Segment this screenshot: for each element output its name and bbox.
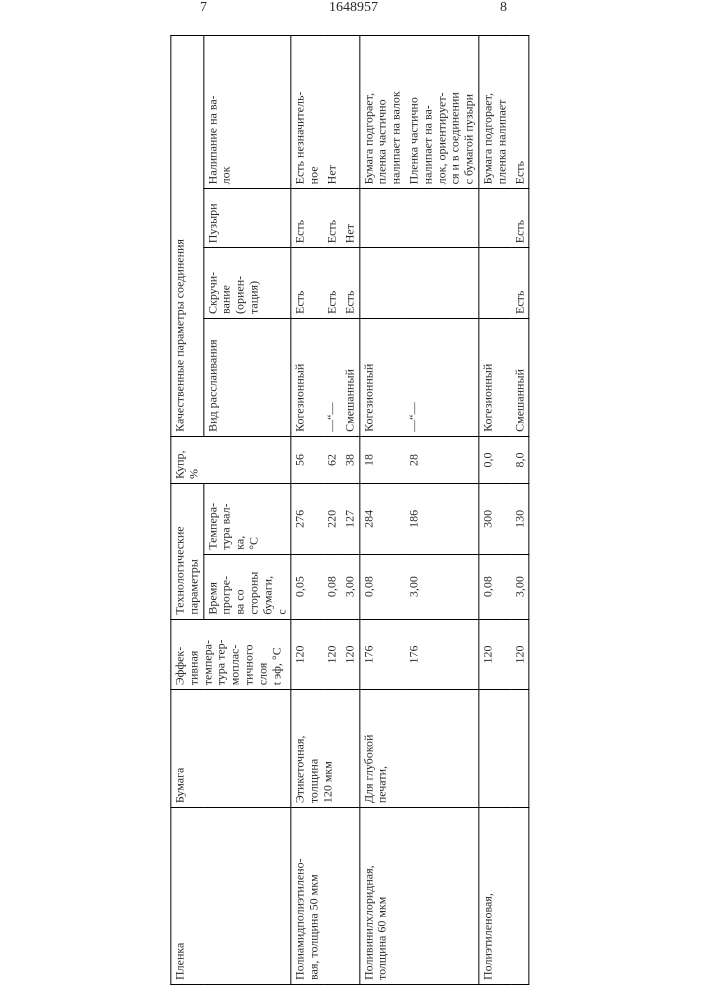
cell-film: Полиэтиленовая, xyxy=(479,808,529,985)
table-row: Полиэтиленовая,1200,083000,0КогезионныйБ… xyxy=(479,36,511,985)
col-time: Времяпрогре-ва состороныбумаги,c xyxy=(203,554,291,619)
cell-stick: Есть xyxy=(511,36,529,189)
cell-kupr: 18 xyxy=(359,436,405,483)
cell-temp-roll: 276 xyxy=(291,484,323,555)
cell-bubbles xyxy=(359,189,405,248)
cell-bubbles: Есть xyxy=(291,189,323,248)
table-row: Полиамидполиэтилено-вая, толщина 50 мкмЭ… xyxy=(291,36,323,985)
col-paper: Бумага xyxy=(171,690,291,808)
cell-time: 3,00 xyxy=(341,554,359,619)
cell-temp-roll: 130 xyxy=(511,484,529,555)
cell-bubbles: Нет xyxy=(341,189,359,248)
cell-delam: Смешанный xyxy=(341,319,359,437)
cell-stick xyxy=(341,36,359,189)
cell-film: Поливинилхлоридная,толщина 60 мкм xyxy=(359,808,478,985)
cell-delam: Когезионный xyxy=(479,319,511,437)
cell-time: 3,00 xyxy=(511,554,529,619)
cell-stick: Есть незначитель-ное xyxy=(291,36,323,189)
cell-twist: Есть xyxy=(323,248,341,319)
cell-delam: —“— xyxy=(323,319,341,437)
cell-bubbles xyxy=(405,189,478,248)
cell-delam: Когезионный xyxy=(359,319,405,437)
cell-kupr: 0,0 xyxy=(479,436,511,483)
cell-time: 3,00 xyxy=(405,554,478,619)
cell-delam: —“— xyxy=(405,319,478,437)
page-number-left: 7 xyxy=(200,0,207,16)
col-kupr: Купр,% xyxy=(171,436,291,483)
cell-eff-temp: 120 xyxy=(511,619,529,690)
cell-kupr: 38 xyxy=(341,436,359,483)
table-row: Поливинилхлоридная,толщина 60 мкмДля глу… xyxy=(359,36,405,985)
cell-temp-roll: 300 xyxy=(479,484,511,555)
cell-twist xyxy=(359,248,405,319)
cell-temp-roll: 127 xyxy=(341,484,359,555)
cell-temp-roll: 220 xyxy=(323,484,341,555)
cell-stick: Бумага подгорает,пленка частичноналипает… xyxy=(359,36,405,189)
cell-twist xyxy=(479,248,511,319)
cell-temp-roll: 284 xyxy=(359,484,405,555)
col-qual: Качественные параметры соединения xyxy=(171,36,204,437)
col-delam: Вид расслаивания xyxy=(203,319,291,437)
cell-eff-temp: 120 xyxy=(291,619,323,690)
cell-kupr: 56 xyxy=(291,436,323,483)
cell-paper: Для глубокойпечати, xyxy=(359,690,478,808)
cell-twist xyxy=(405,248,478,319)
cell-stick: Нет xyxy=(323,36,341,189)
cell-bubbles: Есть xyxy=(511,189,529,248)
page-number-right: 8 xyxy=(500,0,507,16)
cell-twist: Есть xyxy=(341,248,359,319)
cell-eff-temp: 176 xyxy=(359,619,405,690)
cell-paper xyxy=(479,690,529,808)
cell-kupr: 62 xyxy=(323,436,341,483)
col-twist: Скручи-вание(ориен-тация) xyxy=(203,248,291,319)
cell-paper: Этикеточная,толщина120 мкм xyxy=(291,690,359,808)
cell-eff-temp: 120 xyxy=(341,619,359,690)
cell-stick: Пленка частичноналипает на ва-лок, ориен… xyxy=(405,36,478,189)
cell-bubbles xyxy=(479,189,511,248)
col-bubbles: Пузыри xyxy=(203,189,291,248)
cell-kupr: 28 xyxy=(405,436,478,483)
patent-number: 1648957 xyxy=(329,0,378,16)
cell-eff-temp: 120 xyxy=(323,619,341,690)
col-eff-temp: Эффек-тивнаятемпера-тура тер-моплас-тичн… xyxy=(171,619,291,690)
cell-time: 0,08 xyxy=(359,554,405,619)
cell-time: 0,08 xyxy=(323,554,341,619)
cell-time: 0,08 xyxy=(479,554,511,619)
cell-time: 0,05 xyxy=(291,554,323,619)
cell-film: Полиамидполиэтилено-вая, толщина 50 мкм xyxy=(291,808,359,985)
col-tech: Технологическиепараметры xyxy=(171,484,204,620)
cell-temp-roll: 186 xyxy=(405,484,478,555)
cell-bubbles: Есть xyxy=(323,189,341,248)
data-table: Пленка Бумага Эффек-тивнаятемпера-тура т… xyxy=(170,35,529,985)
col-stick: Налипание на ва-лок xyxy=(203,36,291,189)
cell-eff-temp: 176 xyxy=(405,619,478,690)
cell-kupr: 8,0 xyxy=(511,436,529,483)
cell-delam: Смешанный xyxy=(511,319,529,437)
cell-stick: Бумага подгорает,пленка налипает xyxy=(479,36,511,189)
cell-eff-temp: 120 xyxy=(479,619,511,690)
col-temp-roll: Темпера-тура вал-ка,°C xyxy=(203,484,291,555)
cell-twist: Есть xyxy=(511,248,529,319)
cell-delam: Когезионный xyxy=(291,319,323,437)
col-film: Пленка xyxy=(171,808,291,985)
cell-twist: Есть xyxy=(291,248,323,319)
